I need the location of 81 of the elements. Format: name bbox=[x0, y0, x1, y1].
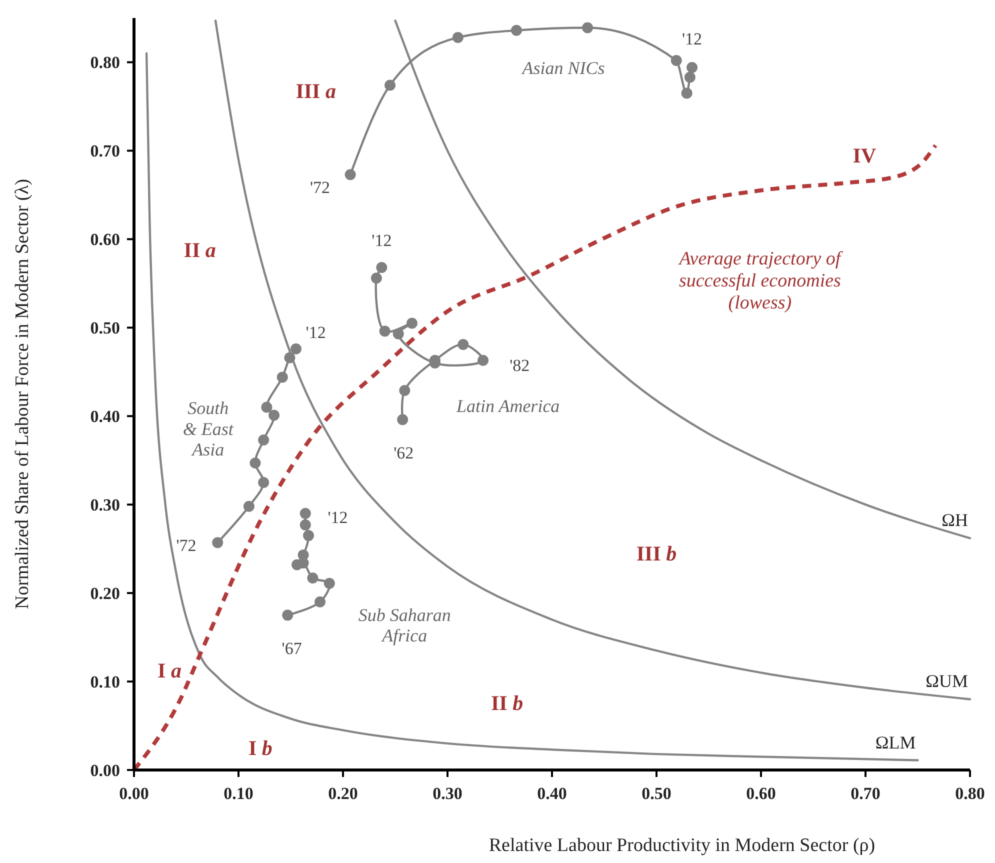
point bbox=[406, 318, 418, 329]
x-tick-label: 0.20 bbox=[328, 784, 358, 803]
annotation: '82 bbox=[510, 356, 530, 375]
point bbox=[582, 22, 594, 34]
point bbox=[243, 500, 254, 512]
annotation: '72 bbox=[310, 178, 330, 197]
point bbox=[300, 519, 311, 530]
point bbox=[376, 262, 388, 273]
point bbox=[307, 572, 318, 584]
point bbox=[258, 476, 270, 488]
point bbox=[250, 458, 261, 469]
x-tick-label: 0.40 bbox=[537, 784, 567, 803]
point bbox=[397, 414, 408, 426]
x-tick-label: 0.00 bbox=[119, 784, 149, 803]
y-tick-label: 0.80 bbox=[90, 53, 120, 72]
y-tick-label: 0.10 bbox=[90, 672, 120, 692]
point bbox=[314, 596, 326, 608]
point bbox=[478, 354, 489, 366]
x-tick-label: 0.10 bbox=[224, 784, 254, 803]
point bbox=[392, 328, 404, 340]
point bbox=[292, 559, 303, 570]
point bbox=[344, 169, 356, 180]
annotation: '12 bbox=[328, 508, 348, 527]
annotation: South & East Asia bbox=[182, 398, 234, 460]
point bbox=[212, 537, 224, 548]
annotation: I a bbox=[158, 658, 182, 682]
point bbox=[300, 508, 311, 519]
x-tick-label: 0.30 bbox=[432, 784, 462, 803]
y-tick-label: 0.70 bbox=[90, 142, 120, 161]
series-label: ΩUM bbox=[926, 671, 968, 692]
annotation: Sub Saharan Africa bbox=[358, 604, 451, 646]
annotation: Latin America bbox=[456, 396, 560, 416]
annotation: II b bbox=[491, 691, 524, 716]
point bbox=[282, 610, 294, 621]
y-tick-label: 0.30 bbox=[90, 496, 120, 515]
annotation: '12 bbox=[306, 323, 326, 342]
point bbox=[261, 402, 272, 413]
annotation: II a bbox=[184, 238, 216, 262]
line-series bbox=[145, 52, 919, 762]
point bbox=[290, 343, 302, 354]
point bbox=[452, 32, 464, 43]
annotation: '67 bbox=[282, 638, 302, 658]
annotation: '12 bbox=[682, 29, 702, 48]
point bbox=[510, 24, 522, 36]
point bbox=[268, 410, 280, 421]
x-tick-label: 0.80 bbox=[955, 784, 985, 803]
point bbox=[284, 352, 296, 364]
point bbox=[370, 272, 382, 284]
point bbox=[276, 372, 288, 383]
point bbox=[458, 338, 469, 350]
point bbox=[686, 62, 698, 74]
point bbox=[384, 80, 396, 91]
annotation: '62 bbox=[394, 443, 414, 462]
annotation: III a bbox=[296, 78, 336, 103]
annotation: III b bbox=[636, 542, 677, 566]
series-label: ΩH bbox=[942, 510, 968, 530]
y-tick-label: 0.20 bbox=[90, 584, 120, 604]
x-tick-label: 0.70 bbox=[850, 784, 880, 803]
point bbox=[684, 72, 696, 83]
y-tick-label: 0.00 bbox=[90, 761, 120, 780]
x-tick-label: 0.60 bbox=[746, 784, 776, 803]
x-axis-title: Relative Labour Productivity in Modern Sector (ρ) bbox=[488, 835, 876, 856]
point bbox=[379, 326, 390, 337]
y-tick-label: 0.40 bbox=[90, 407, 120, 426]
point bbox=[303, 530, 314, 542]
x-tick-label: 0.50 bbox=[642, 784, 672, 803]
point bbox=[399, 384, 410, 396]
point bbox=[258, 434, 270, 446]
annotation: Asian NICs bbox=[521, 58, 605, 78]
y-tick-label: 0.50 bbox=[90, 318, 120, 338]
annotation: Average trajectory of successful economies (lowess) bbox=[677, 248, 844, 314]
point bbox=[670, 54, 682, 66]
y-tick-label: 0.60 bbox=[90, 230, 120, 250]
point bbox=[681, 88, 692, 99]
annotation: '12 bbox=[372, 231, 392, 250]
annotation: I b bbox=[248, 736, 272, 760]
y-axis-title: Normalized Share of Labour Force in Modern Sector (λ) bbox=[12, 178, 33, 610]
point bbox=[324, 578, 335, 589]
series-label: ΩLM bbox=[875, 732, 916, 752]
annotation: IV bbox=[852, 143, 876, 168]
annotation: '72 bbox=[176, 536, 196, 556]
